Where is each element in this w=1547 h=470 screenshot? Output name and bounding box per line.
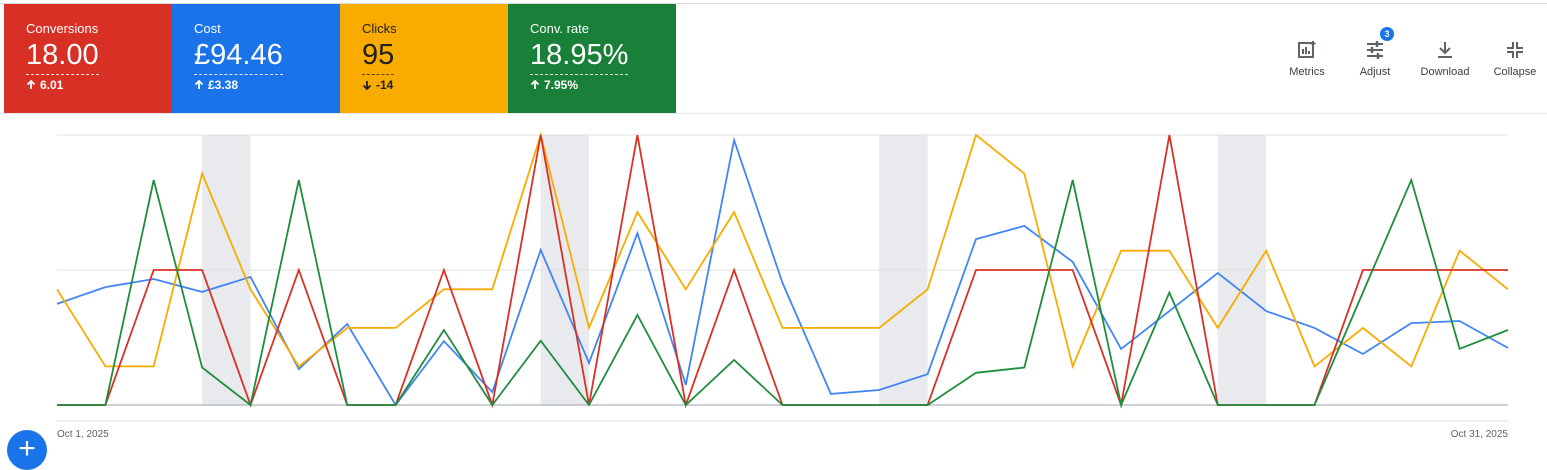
metric-change: 7.95% bbox=[544, 78, 579, 92]
toolbar-icon bbox=[1367, 41, 1383, 59]
metric-change-row: -14 bbox=[362, 78, 508, 92]
metric-change-row: 6.01 bbox=[26, 78, 172, 92]
chart: Oct 1, 2025 Oct 31, 2025 bbox=[56, 131, 1509, 440]
metric-name: Conversions bbox=[26, 21, 99, 36]
metric-total: 18.00 bbox=[26, 39, 99, 75]
metric-total: 18.95% bbox=[530, 39, 629, 75]
toolbar-icon bbox=[1438, 42, 1452, 58]
toolbar-label: Download bbox=[1420, 66, 1470, 78]
metric-change: 6.01 bbox=[40, 78, 64, 92]
top-border bbox=[0, 3, 1547, 4]
add-button[interactable]: + bbox=[7, 430, 47, 470]
scorecard[interactable]: Cost £94.46 £3.38 bbox=[172, 4, 340, 113]
toolbar-icon bbox=[1507, 42, 1523, 58]
divider bbox=[0, 113, 1547, 114]
metric-change-row: 7.95% bbox=[530, 78, 676, 92]
scorecard[interactable]: Conv. rate 18.95% 7.95% bbox=[508, 4, 676, 113]
toolbar-button[interactable]: Collapse bbox=[1480, 40, 1547, 78]
metric-change-row: £3.38 bbox=[194, 78, 340, 92]
toolbar-label: Collapse bbox=[1493, 66, 1537, 78]
series-line bbox=[56, 131, 1509, 370]
metric-name: Conv. rate bbox=[530, 21, 590, 36]
arrow-down bbox=[362, 81, 372, 90]
toolbar-button[interactable]: Adjust 3 bbox=[1340, 27, 1410, 78]
metric-total: £94.46 bbox=[194, 39, 283, 75]
arrow-up bbox=[530, 80, 540, 89]
series-line bbox=[56, 136, 1509, 407]
toolbar-label: Metrics bbox=[1289, 66, 1325, 78]
arrow-up bbox=[194, 80, 204, 89]
toolbar-button[interactable]: Download bbox=[1410, 40, 1480, 78]
metric-name: Cost bbox=[194, 21, 221, 36]
page: {"toolbar": ["Metrics", "Adjust", "Downl… bbox=[0, 3, 1547, 470]
metric-change: -14 bbox=[376, 78, 394, 92]
series-line bbox=[57, 177, 1509, 408]
metric-total: 95 bbox=[362, 39, 395, 75]
metric-change: £3.38 bbox=[208, 78, 239, 92]
toolbar-button[interactable]: Metrics bbox=[1272, 40, 1342, 78]
metric-name: Clicks bbox=[362, 21, 397, 36]
x-tick-label: Oct 31, 2025 bbox=[1451, 429, 1509, 440]
x-tick-label: Oct 1, 2025 bbox=[57, 429, 109, 440]
scorecard[interactable]: Clicks 95 -14 bbox=[340, 4, 508, 113]
arrow-up bbox=[26, 80, 36, 89]
toolbar-icon bbox=[1298, 41, 1316, 58]
scorecard[interactable]: Conversions 18.00 6.01 bbox=[4, 4, 172, 113]
toolbar-label: Adjust bbox=[1359, 66, 1391, 78]
badge: 3 bbox=[1380, 27, 1394, 41]
